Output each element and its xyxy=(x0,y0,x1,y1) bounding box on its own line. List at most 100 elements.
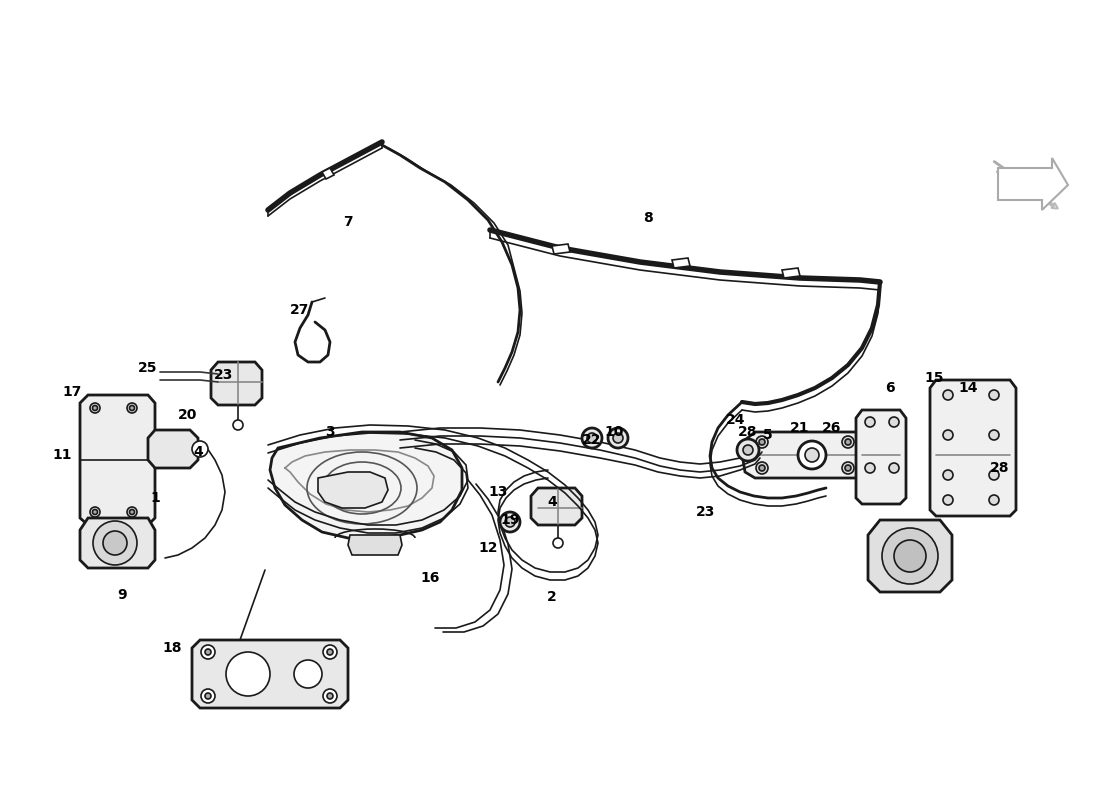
Text: 11: 11 xyxy=(53,448,72,462)
Circle shape xyxy=(759,439,764,445)
Polygon shape xyxy=(930,380,1016,516)
Circle shape xyxy=(889,463,899,473)
Polygon shape xyxy=(856,410,906,504)
Circle shape xyxy=(759,465,764,471)
Circle shape xyxy=(943,390,953,400)
Text: 9: 9 xyxy=(118,588,127,602)
Circle shape xyxy=(103,531,127,555)
Circle shape xyxy=(505,517,515,527)
Circle shape xyxy=(201,645,214,659)
Circle shape xyxy=(130,406,134,410)
Circle shape xyxy=(989,495,999,505)
Circle shape xyxy=(805,448,820,462)
Text: 23: 23 xyxy=(696,505,716,519)
Circle shape xyxy=(90,507,100,517)
Polygon shape xyxy=(318,472,388,508)
Text: 28: 28 xyxy=(990,461,1010,475)
Circle shape xyxy=(613,433,623,443)
Circle shape xyxy=(90,403,100,413)
Polygon shape xyxy=(211,362,262,405)
Text: 7: 7 xyxy=(343,215,353,229)
Circle shape xyxy=(756,462,768,474)
Circle shape xyxy=(845,465,851,471)
Text: 21: 21 xyxy=(790,421,810,435)
Circle shape xyxy=(582,428,602,448)
Text: 22: 22 xyxy=(582,433,602,447)
Circle shape xyxy=(126,507,138,517)
Polygon shape xyxy=(348,535,402,555)
Text: 1: 1 xyxy=(150,491,160,505)
Text: 19: 19 xyxy=(500,513,519,527)
Circle shape xyxy=(842,462,854,474)
Polygon shape xyxy=(742,432,870,478)
Circle shape xyxy=(126,403,138,413)
Circle shape xyxy=(798,441,826,469)
Circle shape xyxy=(943,470,953,480)
Circle shape xyxy=(327,649,333,655)
Circle shape xyxy=(882,528,938,584)
Circle shape xyxy=(205,693,211,699)
Text: 8: 8 xyxy=(644,211,653,225)
Circle shape xyxy=(92,510,98,514)
Text: 26: 26 xyxy=(823,421,842,435)
Text: 3: 3 xyxy=(326,425,334,439)
Polygon shape xyxy=(192,640,348,708)
Circle shape xyxy=(865,417,874,427)
Polygon shape xyxy=(868,520,952,592)
Circle shape xyxy=(587,433,597,443)
Polygon shape xyxy=(672,258,690,268)
Circle shape xyxy=(943,430,953,440)
Text: 2: 2 xyxy=(547,590,557,604)
Circle shape xyxy=(201,689,214,703)
Circle shape xyxy=(742,445,754,455)
Circle shape xyxy=(889,417,899,427)
Text: 16: 16 xyxy=(420,571,440,585)
Text: 23: 23 xyxy=(214,368,233,382)
Circle shape xyxy=(323,689,337,703)
Text: 15: 15 xyxy=(924,371,944,385)
Text: 18: 18 xyxy=(163,641,182,655)
Polygon shape xyxy=(552,244,570,254)
Text: 14: 14 xyxy=(958,381,978,395)
Circle shape xyxy=(894,540,926,572)
Circle shape xyxy=(294,660,322,688)
Text: 24: 24 xyxy=(726,413,746,427)
Circle shape xyxy=(500,512,520,532)
Circle shape xyxy=(845,439,851,445)
Circle shape xyxy=(226,652,270,696)
Circle shape xyxy=(233,420,243,430)
Text: 27: 27 xyxy=(290,303,310,317)
Text: 25: 25 xyxy=(139,361,157,375)
Polygon shape xyxy=(322,168,334,179)
Circle shape xyxy=(205,649,211,655)
Text: 20: 20 xyxy=(178,408,198,422)
Text: 17: 17 xyxy=(63,385,81,399)
Text: 4: 4 xyxy=(547,495,557,509)
Polygon shape xyxy=(531,488,582,525)
Circle shape xyxy=(943,495,953,505)
Circle shape xyxy=(737,439,759,461)
Circle shape xyxy=(192,441,208,457)
Circle shape xyxy=(130,510,134,514)
Polygon shape xyxy=(80,518,155,568)
Text: 28: 28 xyxy=(738,425,758,439)
Circle shape xyxy=(989,470,999,480)
Circle shape xyxy=(989,390,999,400)
Circle shape xyxy=(327,693,333,699)
Polygon shape xyxy=(998,158,1068,210)
Text: 6: 6 xyxy=(886,381,894,395)
Text: 4: 4 xyxy=(194,445,202,459)
Circle shape xyxy=(865,463,874,473)
Circle shape xyxy=(756,436,768,448)
Text: 12: 12 xyxy=(478,541,497,555)
Polygon shape xyxy=(782,268,800,278)
Circle shape xyxy=(553,538,563,548)
Circle shape xyxy=(323,645,337,659)
Circle shape xyxy=(92,406,98,410)
Text: 10: 10 xyxy=(604,425,624,439)
Polygon shape xyxy=(270,432,462,538)
Polygon shape xyxy=(148,430,198,468)
Text: 5: 5 xyxy=(763,428,773,442)
Circle shape xyxy=(608,428,628,448)
Circle shape xyxy=(842,436,854,448)
